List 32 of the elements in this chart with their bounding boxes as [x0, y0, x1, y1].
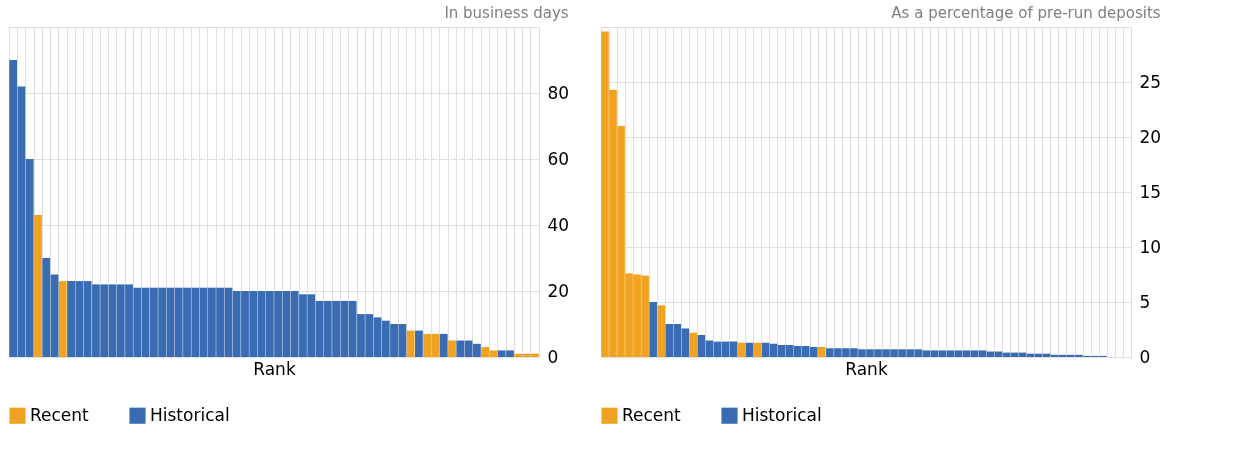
legend-label: Recent: [622, 404, 682, 425]
y-tick-label: 20: [547, 280, 570, 301]
y-tick-label: 5: [1139, 291, 1151, 312]
bar: [745, 342, 754, 357]
legend-label: Recent: [30, 404, 90, 425]
bar: [58, 281, 67, 357]
y-tick-label: 40: [547, 214, 570, 235]
bar: [818, 347, 826, 357]
chart-title: As a percentage of pre-run deposits: [891, 4, 1161, 22]
bar: [737, 342, 746, 357]
x-axis-title: Rank: [253, 358, 296, 379]
y-tick-label: 10: [1139, 236, 1162, 257]
legend-label: Historical: [150, 404, 230, 425]
bar: [406, 330, 415, 357]
legend-label: Historical: [742, 404, 822, 425]
bar: [439, 333, 448, 357]
bar: [649, 302, 657, 357]
y-tick-label: 0: [1139, 346, 1151, 367]
y-tick-label: 15: [1139, 181, 1162, 202]
y-tick-label: 0: [547, 346, 559, 367]
bar: [657, 305, 665, 357]
y-tick-label: 80: [547, 82, 570, 103]
bar: [34, 215, 42, 357]
bar: [689, 332, 698, 357]
bar: [415, 330, 423, 357]
y-tick-label: 20: [1139, 126, 1162, 147]
y-tick-label: 25: [1139, 71, 1162, 92]
y-tick-label: 60: [547, 148, 570, 169]
bar: [753, 342, 762, 357]
x-axis-title: Rank: [845, 358, 888, 379]
chart-title: In business days: [444, 4, 569, 22]
bar: [448, 340, 456, 357]
